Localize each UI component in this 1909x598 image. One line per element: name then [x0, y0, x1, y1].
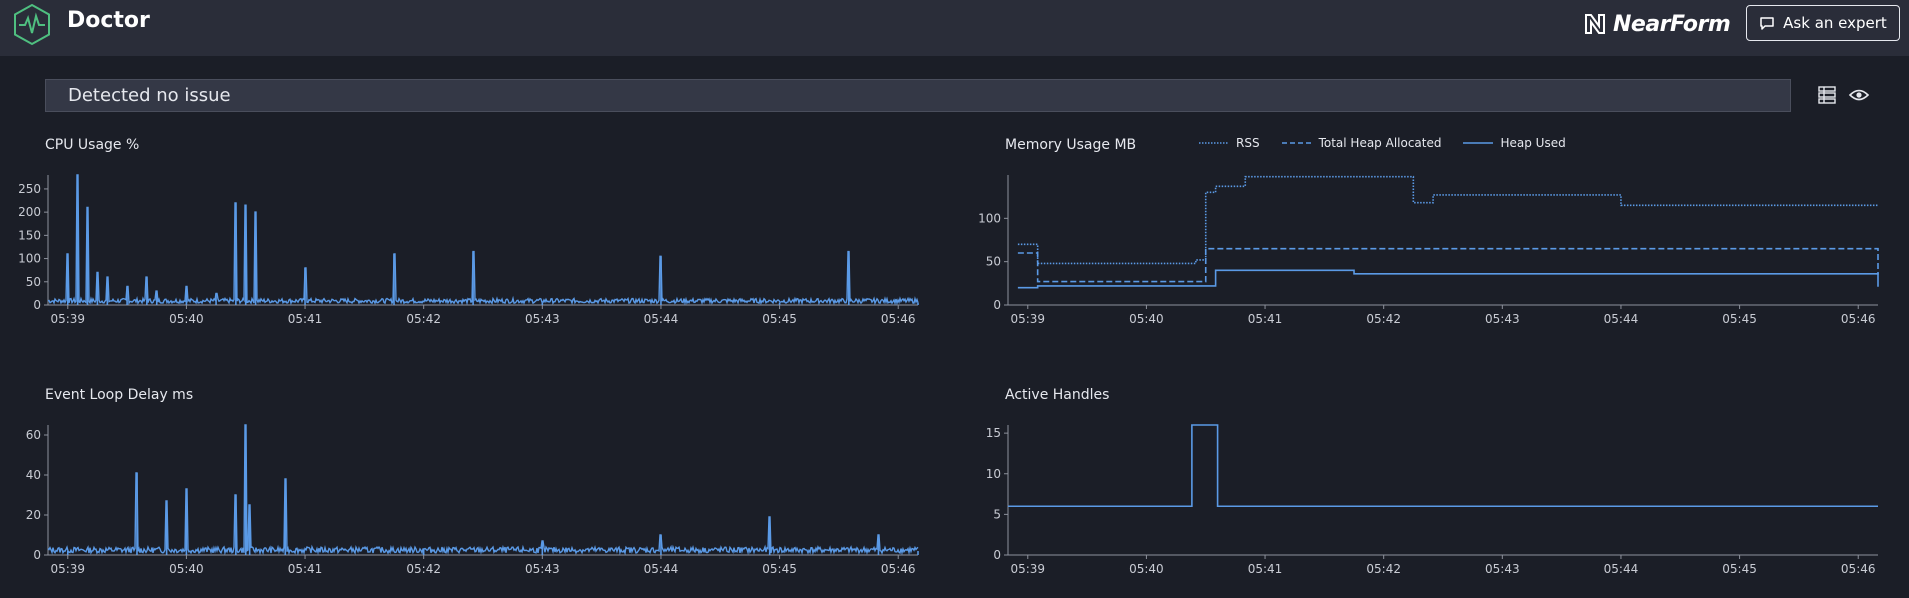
x-tick-label: 05:45 — [1722, 562, 1757, 576]
x-tick-label: 05:39 — [1010, 312, 1045, 326]
dotted-line-swatch-icon — [1199, 142, 1229, 144]
analysis-status-bar[interactable]: Detected no issue — [45, 79, 1791, 112]
ask-expert-button[interactable]: Ask an expert — [1746, 5, 1900, 41]
legend-item-total-heap[interactable]: Total Heap Allocated — [1281, 136, 1442, 150]
legend-label-rss: RSS — [1236, 136, 1260, 150]
series-line[interactable] — [47, 424, 919, 556]
y-tick-label: 0 — [993, 548, 1001, 562]
memory-chart-title: Memory Usage MB — [1005, 137, 1137, 153]
cpu-chart-title: CPU Usage % — [45, 137, 140, 153]
x-tick-label: 05:43 — [1485, 312, 1520, 326]
y-tick-label: 5 — [993, 507, 1001, 521]
x-tick-label: 05:41 — [288, 312, 323, 326]
x-tick-label: 05:45 — [1722, 312, 1757, 326]
y-tick-label: 60 — [26, 428, 41, 442]
memory-usage-chart[interactable]: 0 50 100 05:39 05:40 05:41 05:42 05:43 05:44 05:4… — [960, 165, 1890, 335]
app-title: Doctor — [67, 8, 150, 33]
ask-expert-label: Ask an expert — [1783, 14, 1887, 32]
app-header: Doctor NearForm Ask an expert — [0, 0, 1909, 56]
x-tick-label: 05:39 — [50, 562, 85, 576]
x-tick-label: 05:40 — [1129, 312, 1164, 326]
y-tick-label: 50 — [986, 255, 1001, 269]
y-tick-label: 150 — [18, 228, 41, 242]
series-line[interactable] — [1017, 175, 1878, 265]
legend-item-heap-used[interactable]: Heap Used — [1463, 136, 1566, 150]
heartbeat-hexagon-icon[interactable] — [12, 2, 52, 47]
x-tick-label: 05:44 — [1604, 312, 1639, 326]
series-line[interactable] — [1008, 424, 1878, 508]
x-tick-label: 05:42 — [1366, 312, 1401, 326]
x-tick-label: 05:42 — [406, 312, 441, 326]
x-tick-label: 05:45 — [762, 312, 797, 326]
x-tick-label: 05:44 — [1604, 562, 1639, 576]
series-line[interactable] — [1017, 269, 1879, 289]
cpu-usage-chart[interactable]: 0 50 100 150 200 250 05:39 05:40 05:41 05:42 05:43… — [0, 165, 930, 335]
handles-chart-title: Active Handles — [1005, 387, 1110, 403]
legend-label-total-heap: Total Heap Allocated — [1318, 136, 1442, 150]
x-tick-label: 05:42 — [1366, 562, 1401, 576]
y-tick-label: 20 — [26, 508, 41, 522]
series-line[interactable] — [1017, 247, 1879, 283]
solid-line-swatch-icon — [1463, 142, 1494, 144]
x-tick-label: 05:46 — [881, 312, 916, 326]
x-tick-label: 05:46 — [1841, 312, 1876, 326]
dashed-line-swatch-icon — [1281, 142, 1312, 144]
y-tick-label: 0 — [33, 298, 41, 312]
x-tick-label: 05:41 — [1248, 562, 1283, 576]
y-tick-label: 0 — [33, 548, 41, 562]
nearform-logo[interactable]: NearForm — [1583, 9, 1731, 39]
x-tick-label: 05:44 — [644, 562, 679, 576]
nearform-mark-icon — [1585, 14, 1605, 34]
y-tick-label: 0 — [993, 298, 1001, 312]
legend-label-heap-used: Heap Used — [1500, 136, 1566, 150]
eye-icon[interactable] — [1848, 84, 1870, 106]
x-tick-label: 05:39 — [1010, 562, 1045, 576]
y-tick-label: 50 — [26, 275, 41, 289]
y-tick-label: 250 — [18, 182, 41, 196]
status-message: Detected no issue — [68, 85, 231, 106]
x-tick-label: 05:40 — [169, 312, 204, 326]
y-tick-label: 100 — [18, 252, 41, 266]
x-tick-label: 05:40 — [1129, 562, 1164, 576]
event-loop-delay-chart[interactable]: 0 20 40 60 05:39 05:40 05:41 05:42 05:43 05:44 05:… — [0, 415, 930, 585]
chat-bubble-icon — [1760, 17, 1774, 30]
x-tick-label: 05:46 — [1841, 562, 1876, 576]
x-tick-label: 05:42 — [406, 562, 441, 576]
x-tick-label: 05:45 — [762, 562, 797, 576]
memory-legend: RSS Total Heap Allocated Heap Used — [1199, 136, 1566, 150]
brand-name: NearForm — [1613, 11, 1731, 37]
x-tick-label: 05:39 — [50, 312, 85, 326]
x-tick-label: 05:40 — [169, 562, 204, 576]
x-tick-label: 05:43 — [1485, 562, 1520, 576]
y-tick-label: 200 — [18, 205, 41, 219]
x-tick-label: 05:41 — [1248, 312, 1283, 326]
grid-view-icon[interactable] — [1816, 84, 1838, 106]
x-tick-label: 05:44 — [644, 312, 679, 326]
x-tick-label: 05:43 — [525, 562, 560, 576]
x-tick-label: 05:41 — [288, 562, 323, 576]
series-line[interactable] — [47, 174, 919, 306]
y-tick-label: 100 — [978, 211, 1001, 225]
eventloop-chart-title: Event Loop Delay ms — [45, 387, 194, 403]
y-tick-label: 10 — [986, 467, 1001, 481]
y-tick-label: 40 — [26, 468, 41, 482]
y-tick-label: 15 — [986, 426, 1001, 440]
legend-item-rss[interactable]: RSS — [1199, 136, 1260, 150]
x-tick-label: 05:43 — [525, 312, 560, 326]
active-handles-chart[interactable]: 0 5 10 15 05:39 05:40 05:41 05:42 05:43 05:44 05:4… — [960, 415, 1890, 585]
x-tick-label: 05:46 — [881, 562, 916, 576]
